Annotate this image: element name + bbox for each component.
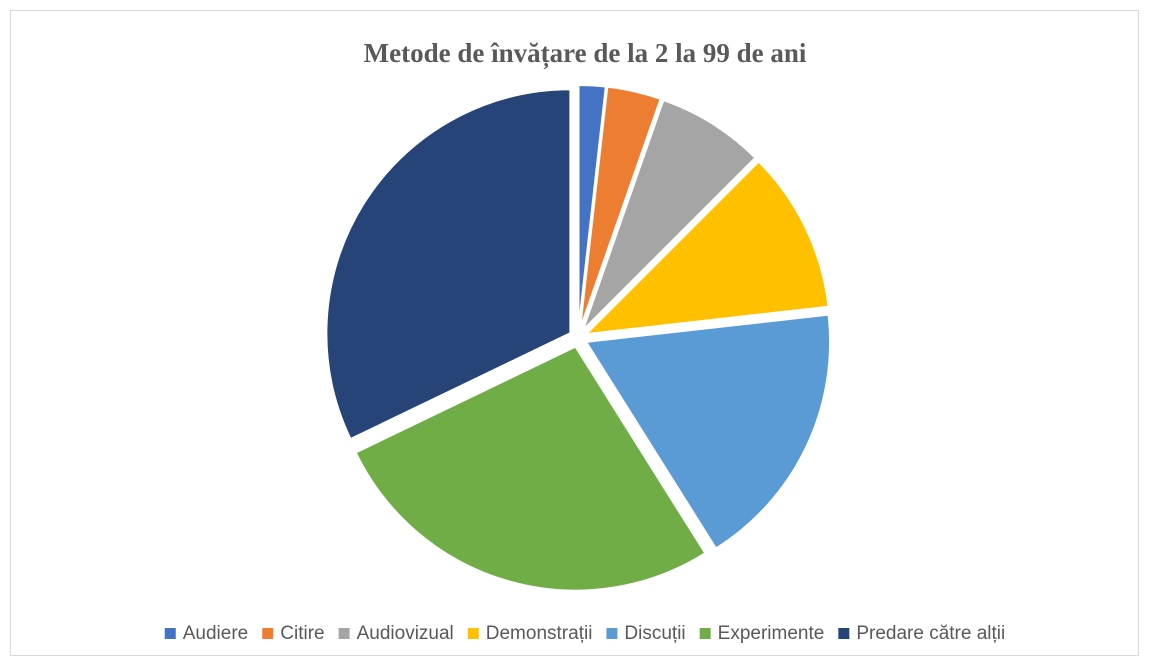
pie-slice	[354, 345, 707, 592]
legend-label: Discuții	[624, 623, 685, 644]
legend-swatch	[262, 628, 274, 639]
legend-label: Predare către alții	[856, 623, 1005, 644]
legend-label: Demonstrații	[486, 623, 593, 644]
chart-title: Metode de învățare de la 2 la 99 de ani	[364, 38, 807, 69]
pie-slice	[581, 98, 757, 332]
legend-label: Citire	[280, 623, 324, 644]
legend-label: Audiere	[183, 623, 249, 644]
legend-swatch	[699, 628, 711, 639]
legend-swatch	[164, 628, 176, 639]
legend-swatch	[338, 628, 350, 639]
pie-slice	[583, 160, 830, 336]
pie-slice	[579, 85, 662, 330]
legend-label: Experimente	[718, 623, 825, 644]
legend-swatch	[838, 628, 850, 639]
legend-swatch	[606, 628, 618, 639]
pie-slice	[577, 84, 607, 330]
legend-swatch	[467, 628, 479, 639]
legend-label: Audiovizual	[357, 623, 454, 644]
pie-slice	[325, 88, 572, 441]
pie-slice	[584, 313, 832, 550]
